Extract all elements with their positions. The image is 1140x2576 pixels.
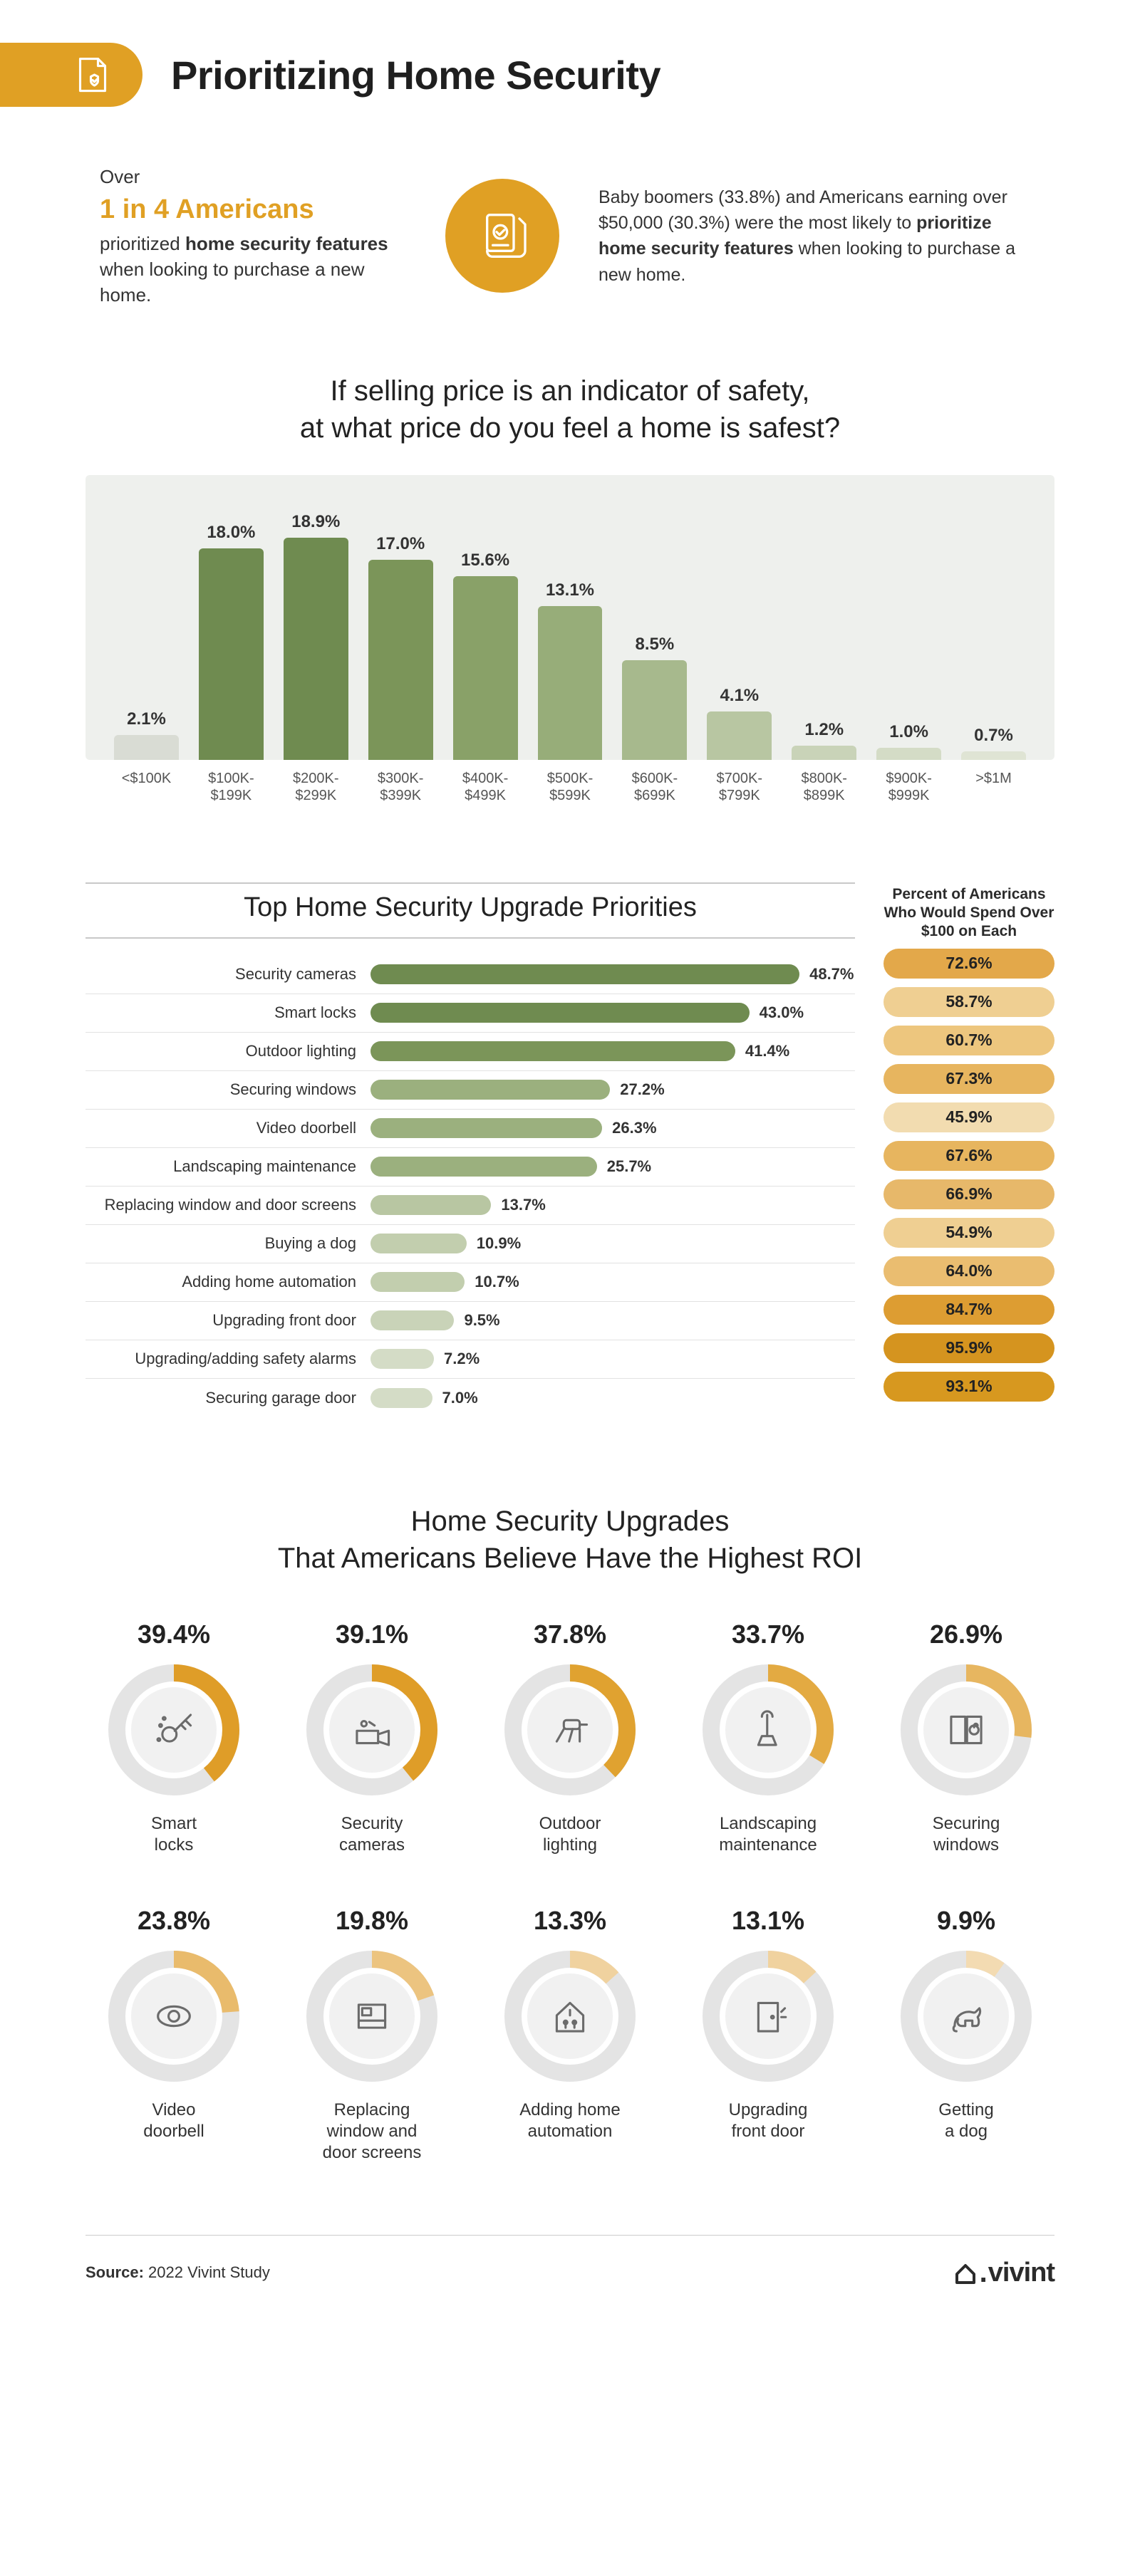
roi-item: 39.4% Smartlocks (86, 1620, 262, 1856)
price-bar-label: $300K-$399K (361, 770, 440, 804)
price-bar-label: >$1M (954, 770, 1033, 804)
price-safety-chart: If selling price is an indicator of safe… (86, 372, 1054, 804)
window-icon (923, 1687, 1009, 1773)
spend-pill: 60.7% (884, 1026, 1054, 1055)
spend-pill: 45.9% (884, 1102, 1054, 1132)
page-title: Prioritizing Home Security (171, 52, 660, 98)
priority-row: Upgrading front door9.5% (86, 1302, 855, 1340)
roi-item: 19.8% Replacingwindow anddoor screens (284, 1906, 460, 2164)
price-bar: 8.5% (615, 635, 694, 760)
spend-pill: 72.6% (884, 949, 1054, 979)
shovel-icon (725, 1687, 811, 1773)
intro-left-text: Over 1 in 4 Americans prioritized home s… (100, 164, 406, 308)
price-bar-label: $100K-$199K (192, 770, 271, 804)
intro-row: Over 1 in 4 Americans prioritized home s… (86, 164, 1054, 308)
price-bar: 2.1% (107, 709, 186, 760)
roi-item: 33.7% Landscapingmaintenance (680, 1620, 856, 1856)
priority-row: Adding home automation10.7% (86, 1263, 855, 1302)
roi-item: 26.9% Securingwindows (878, 1620, 1054, 1856)
price-bar-label: $500K-$599K (531, 770, 610, 804)
priorities-section: Top Home Security Upgrade Priorities Sec… (86, 882, 1054, 1417)
spend-pill: 84.7% (884, 1295, 1054, 1325)
roi-item: 23.8% Videodoorbell (86, 1906, 262, 2164)
price-bar-label: $800K-$899K (784, 770, 864, 804)
spend-pill: 58.7% (884, 987, 1054, 1017)
price-bar-label: <$100K (107, 770, 186, 804)
price-bar: 15.6% (446, 551, 525, 759)
spend-pill: 93.1% (884, 1372, 1054, 1402)
spend-title: Percent of Americans Who Would Spend Ove… (884, 882, 1054, 942)
priority-row: Video doorbell26.3% (86, 1110, 855, 1148)
dog-icon (923, 1973, 1009, 2059)
spend-pill: 95.9% (884, 1333, 1054, 1363)
priority-row: Landscaping maintenance25.7% (86, 1148, 855, 1187)
roi-item: 13.1% Upgradingfront door (680, 1906, 856, 2164)
intro-document-icon (445, 179, 559, 293)
price-bar-label: $400K-$499K (446, 770, 525, 804)
page-footer: Source: 2022 Vivint Study .vivint (86, 2235, 1054, 2289)
screen-icon (329, 1973, 415, 2059)
spend-pill: 54.9% (884, 1218, 1054, 1248)
price-bar: 4.1% (700, 686, 779, 760)
priority-row: Upgrading/adding safety alarms7.2% (86, 1340, 855, 1379)
priorities-title: Top Home Security Upgrade Priorities (86, 882, 855, 923)
light-icon (527, 1687, 613, 1773)
price-bar: 1.0% (869, 722, 948, 760)
intro-right-text: Baby boomers (33.8%) and Americans earni… (598, 184, 1040, 288)
house-icon (527, 1973, 613, 2059)
spend-pill: 64.0% (884, 1256, 1054, 1286)
spend-pill: 67.3% (884, 1064, 1054, 1094)
price-bar: 0.7% (954, 726, 1033, 760)
price-bar: 13.1% (531, 580, 610, 760)
priority-row: Smart locks43.0% (86, 994, 855, 1033)
price-bar-label: $200K-$299K (276, 770, 356, 804)
price-bar-label: $600K-$699K (615, 770, 694, 804)
price-bar: 18.0% (192, 523, 271, 760)
priority-row: Outdoor lighting41.4% (86, 1033, 855, 1071)
priority-row: Buying a dog10.9% (86, 1225, 855, 1263)
roi-item: 37.8% Outdoorlighting (482, 1620, 658, 1856)
eye-icon (131, 1973, 217, 2059)
price-bar: 1.2% (784, 720, 864, 760)
price-bar-label: $700K-$799K (700, 770, 779, 804)
header-badge-icon (0, 43, 142, 107)
camera-icon (329, 1687, 415, 1773)
spend-pill: 66.9% (884, 1179, 1054, 1209)
key-icon (131, 1687, 217, 1773)
price-bar-label: $900K-$999K (869, 770, 948, 804)
roi-item: 39.1% Securitycameras (284, 1620, 460, 1856)
priority-row: Securing windows27.2% (86, 1071, 855, 1110)
page-header: Prioritizing Home Security (86, 43, 1054, 107)
price-bar: 18.9% (276, 512, 356, 760)
roi-section: Home Security Upgrades That Americans Be… (86, 1503, 1054, 2164)
roi-item: 13.3% Adding homeautomation (482, 1906, 658, 2164)
roi-item: 9.9% Gettinga dog (878, 1906, 1054, 2164)
priority-row: Replacing window and door screens13.7% (86, 1187, 855, 1225)
door-icon (725, 1973, 811, 2059)
priority-row: Securing garage door7.0% (86, 1379, 855, 1417)
vivint-logo: .vivint (953, 2257, 1054, 2289)
spend-pill: 67.6% (884, 1141, 1054, 1171)
price-bar: 17.0% (361, 534, 440, 760)
priority-row: Security cameras48.7% (86, 956, 855, 994)
